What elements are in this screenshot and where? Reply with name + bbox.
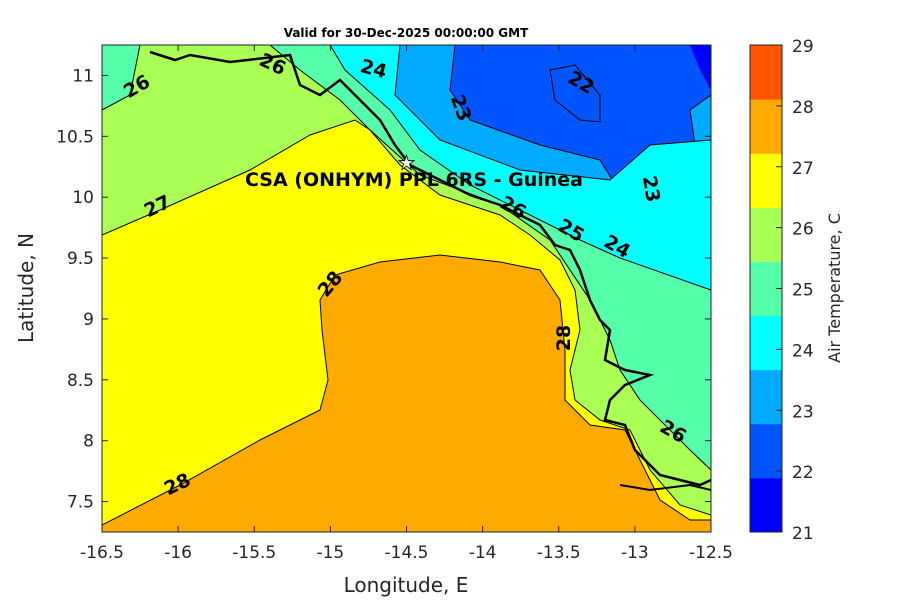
colorbar-swatch: [750, 369, 782, 425]
x-tick-label: -16.5: [80, 543, 124, 563]
y-tick-label: 8: [83, 432, 94, 452]
colorbar-tick-label: 26: [792, 220, 814, 240]
x-tick-label: -15.5: [232, 543, 276, 563]
site-annotation: CSA (ONHYM) PPL 6RS - Guinea: [245, 169, 583, 191]
colorbar-swatch: [750, 99, 782, 154]
chart-title: Valid for 30-Dec-2025 00:00:00 GMT: [284, 26, 529, 40]
colorbar-swatch: [750, 315, 782, 371]
band-22-blob: [549, 64, 601, 123]
colorbar-swatch: [750, 477, 782, 533]
y-axis-label: Latitude, N: [14, 233, 38, 343]
x-tick-label: -14: [469, 543, 497, 563]
band-28-29: [102, 254, 711, 532]
colorbar-swatch: [750, 153, 782, 208]
x-tick-label: -13.5: [537, 543, 581, 563]
site-star-marker: [397, 153, 416, 171]
colorbar-tick-label: 25: [792, 281, 814, 301]
x-tick-label: -13: [621, 543, 649, 563]
x-tick-label: -14.5: [385, 543, 429, 563]
colorbar-tick-label: 27: [792, 159, 814, 179]
y-tick-label: 7.5: [67, 493, 94, 513]
colorbar-tick-label: 21: [792, 524, 814, 544]
band-21-22: [690, 45, 711, 90]
y-tick-label: 9.5: [67, 249, 94, 269]
colorbar: 21 22 23 24 25 26 27 28 29: [749, 37, 814, 544]
colorbar-swatch: [750, 207, 782, 262]
y-tick-label: 10: [72, 188, 94, 208]
map-area: [102, 45, 711, 532]
y-tick-label: 8.5: [67, 371, 94, 391]
colorbar-tick-label: 29: [792, 37, 814, 57]
coastline: [149, 50, 711, 487]
contour-label: 23: [638, 174, 664, 204]
colorbar-label: Air Temperature, C: [825, 213, 844, 363]
colorbar-swatch: [750, 45, 782, 100]
x-tick-label: -12.5: [689, 543, 733, 563]
coastline-south: [619, 483, 711, 492]
colorbar-swatch: [750, 423, 782, 479]
x-tick-label: -15: [316, 543, 344, 563]
x-tick-label: -16: [164, 543, 192, 563]
colorbar-tick-label: 28: [792, 98, 814, 118]
y-axis: 7.5 8 8.5 9 9.5 10 10.5 11: [56, 66, 711, 513]
colorbar-tick-label: 24: [792, 341, 814, 361]
y-tick-label: 11: [72, 66, 94, 86]
contour-label: 28: [553, 325, 575, 351]
y-tick-label: 9: [83, 310, 94, 330]
x-axis-label: Longitude, E: [344, 573, 469, 597]
x-axis: -16.5 -16 -15.5 -15 -14.5 -14 -13.5 -13 -12.5: [80, 45, 733, 563]
y-tick-label: 10.5: [56, 127, 94, 147]
colorbar-tick-label: 22: [792, 463, 814, 483]
colorbar-tick-label: 23: [792, 402, 814, 422]
